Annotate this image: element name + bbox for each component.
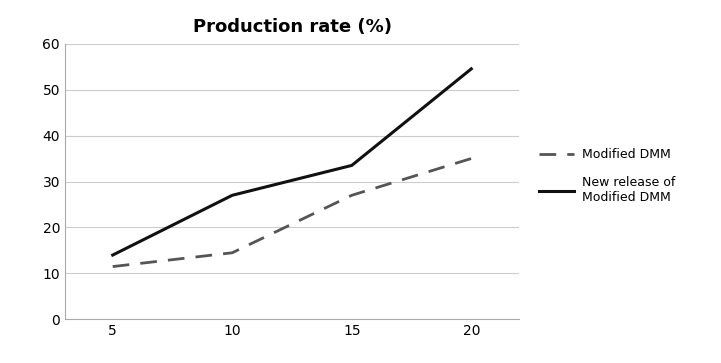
New release of
Modified DMM [108,253,117,257]
New release of
Modified DMM [348,163,356,168]
Modified DMM [348,193,356,197]
Modified DMM [108,264,117,269]
Line: Modified DMM: Modified DMM [112,159,472,266]
Title: Production rate (%): Production rate (%) [193,19,392,36]
New release of
Modified DMM [467,67,476,71]
Modified DMM [467,156,476,161]
New release of
Modified DMM [228,193,236,197]
Modified DMM [228,250,236,255]
Legend: Modified DMM, New release of
Modified DMM: Modified DMM, New release of Modified DM… [534,143,681,209]
Line: New release of
Modified DMM: New release of Modified DMM [112,69,472,255]
